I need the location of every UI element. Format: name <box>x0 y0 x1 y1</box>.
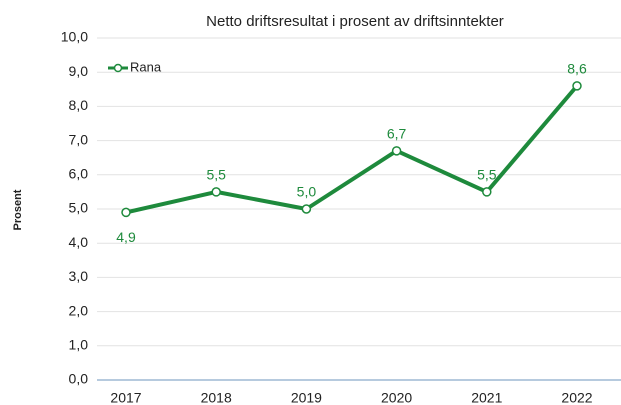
y-tick-label: 2,0 <box>69 302 89 318</box>
x-tick-label: 2022 <box>561 390 592 405</box>
data-label: 5,5 <box>206 167 226 183</box>
data-point <box>391 146 402 156</box>
y-tick-label: 4,0 <box>69 234 89 250</box>
data-point <box>301 204 312 214</box>
y-tick-label: 10,0 <box>61 29 88 45</box>
legend-marker <box>113 63 123 73</box>
x-tick-label: 2019 <box>291 390 322 405</box>
x-tick-label: 2018 <box>201 390 232 405</box>
data-label: 5,0 <box>297 184 317 200</box>
series-line <box>125 84 579 215</box>
chart-title: Netto driftsresultat i prosent av drifts… <box>206 13 504 30</box>
data-label: 5,5 <box>477 167 497 183</box>
x-tick-label: 2020 <box>381 390 412 405</box>
y-axis-label: Prosent <box>12 189 24 230</box>
data-label: 8,6 <box>567 61 587 77</box>
data-point <box>211 187 221 197</box>
y-tick-label: 0,0 <box>69 371 89 387</box>
y-tick-label: 7,0 <box>69 131 89 147</box>
y-tick-label: 1,0 <box>69 337 89 353</box>
y-tick-label: 5,0 <box>69 200 89 216</box>
data-point <box>572 81 582 91</box>
data-label: 4,9 <box>116 229 136 245</box>
x-tick-label: 2017 <box>110 390 141 405</box>
data-point <box>482 187 492 197</box>
y-tick-label: 3,0 <box>69 268 89 284</box>
y-tick-label: 8,0 <box>69 97 89 113</box>
legend-label: Rana <box>130 59 162 74</box>
y-tick-label: 6,0 <box>69 166 89 182</box>
y-tick-label: 9,0 <box>69 63 89 79</box>
data-point <box>121 207 131 218</box>
data-label: 6,7 <box>387 126 407 142</box>
x-tick-label: 2021 <box>471 390 502 405</box>
